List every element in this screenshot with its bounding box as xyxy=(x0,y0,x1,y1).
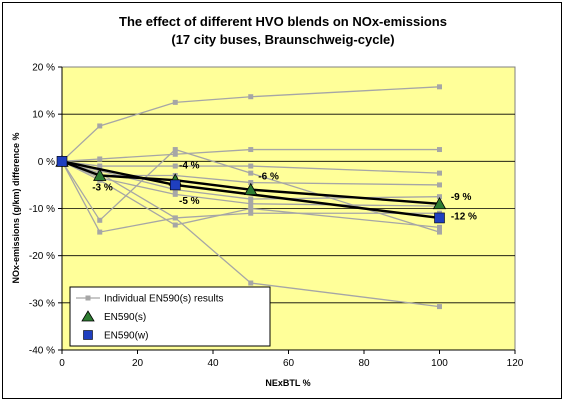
individual-point xyxy=(437,194,442,200)
individual-point xyxy=(97,229,103,235)
x-tick-label: 80 xyxy=(358,358,370,369)
data-label: -4 % xyxy=(179,160,200,171)
individual-point xyxy=(97,123,103,129)
chart-title: The effect of different HVO blends on NO… xyxy=(119,14,447,29)
legend-label-individual: Individual EN590(s) results xyxy=(104,294,224,305)
series-point-square xyxy=(56,156,68,167)
individual-point xyxy=(97,163,103,169)
individual-point xyxy=(97,156,103,162)
data-label: -5 % xyxy=(179,196,200,207)
individual-point xyxy=(248,170,254,176)
y-tick-label: 0 % xyxy=(38,157,55,168)
series-point-triangle xyxy=(244,182,258,196)
y-tick-label: -40 % xyxy=(29,346,55,357)
individual-point xyxy=(172,163,178,169)
y-axis-label: NOx-emissions (g/km) difference % xyxy=(11,132,21,283)
data-label: -6 % xyxy=(258,171,279,182)
series-point-triangle xyxy=(93,168,107,181)
individual-point xyxy=(172,99,178,105)
legend-swatch-en590s xyxy=(81,310,95,322)
individual-point xyxy=(437,147,442,153)
individual-point xyxy=(248,280,254,286)
individual-point xyxy=(248,206,254,211)
data-label: -12 % xyxy=(451,211,477,222)
individual-point xyxy=(437,182,442,188)
individual-point xyxy=(437,229,442,235)
individual-point xyxy=(248,201,254,207)
individual-point xyxy=(248,94,254,100)
series-point-triangle xyxy=(432,196,447,210)
individual-point xyxy=(248,196,254,202)
legend-label-en590s: EN590(s) xyxy=(104,312,146,323)
individual-point xyxy=(172,215,178,221)
y-tick-label: 10 % xyxy=(32,110,55,121)
individual-point xyxy=(437,304,442,310)
x-tick-label: 120 xyxy=(507,358,524,369)
legend-swatch-en590w xyxy=(83,330,93,340)
series-point-square xyxy=(169,179,181,191)
legend-swatch-individual-marker xyxy=(85,295,91,301)
individual-point xyxy=(172,147,178,153)
x-tick-label: 0 xyxy=(59,358,65,369)
y-tick-label: -20 % xyxy=(29,251,55,262)
chart-subtitle: (17 city buses, Braunschweig-cycle) xyxy=(171,32,395,47)
individual-point xyxy=(437,84,442,90)
x-tick-label: 100 xyxy=(431,358,448,369)
individual-point xyxy=(248,163,254,169)
individual-point xyxy=(172,222,178,228)
y-tick-label: -30 % xyxy=(29,298,55,309)
y-tick-label: 20 % xyxy=(32,63,55,74)
individual-point xyxy=(248,210,254,216)
individual-point xyxy=(97,217,103,223)
legend-box xyxy=(69,286,271,347)
legend-label-en590w: EN590(w) xyxy=(104,331,148,342)
individual-point xyxy=(172,191,178,197)
individual-point xyxy=(248,180,254,186)
y-tick-label: -10 % xyxy=(29,204,55,215)
x-tick-label: 40 xyxy=(207,358,219,369)
x-tick-label: 20 xyxy=(132,358,144,369)
data-label: -9 % xyxy=(451,192,472,203)
x-axis-label: NExBTL % xyxy=(265,378,310,388)
series-point-square xyxy=(434,212,445,224)
individual-point xyxy=(172,151,178,157)
individual-point xyxy=(437,224,442,230)
individual-point xyxy=(248,147,254,153)
individual-point xyxy=(437,170,442,176)
x-tick-label: 60 xyxy=(283,358,295,369)
data-label: -3 % xyxy=(92,183,113,194)
